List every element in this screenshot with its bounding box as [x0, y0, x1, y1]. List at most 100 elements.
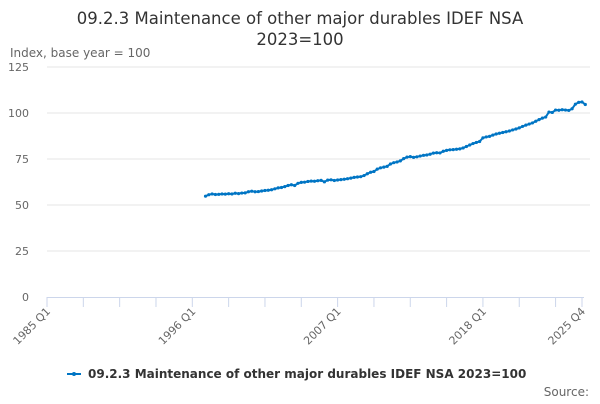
- data-point[interactable]: [378, 166, 383, 170]
- data-point[interactable]: [458, 147, 462, 151]
- data-point[interactable]: [583, 102, 587, 107]
- data-point[interactable]: [395, 160, 399, 164]
- data-point[interactable]: [540, 116, 544, 120]
- data-point[interactable]: [468, 143, 472, 147]
- data-point[interactable]: [514, 127, 518, 131]
- data-point[interactable]: [454, 147, 459, 151]
- data-point[interactable]: [352, 175, 356, 179]
- data-point[interactable]: [296, 181, 300, 185]
- data-point[interactable]: [421, 153, 426, 157]
- data-point[interactable]: [530, 121, 535, 125]
- data-point[interactable]: [461, 146, 465, 150]
- data-point[interactable]: [253, 190, 257, 194]
- data-point[interactable]: [273, 187, 277, 191]
- data-point[interactable]: [266, 188, 270, 192]
- data-point[interactable]: [497, 131, 502, 135]
- data-point[interactable]: [408, 155, 412, 159]
- data-point[interactable]: [339, 178, 343, 182]
- data-point[interactable]: [524, 123, 528, 127]
- data-point[interactable]: [517, 126, 521, 130]
- data-point[interactable]: [286, 183, 290, 188]
- data-point[interactable]: [425, 153, 429, 157]
- data-point[interactable]: [230, 192, 234, 196]
- data-point[interactable]: [240, 191, 244, 195]
- data-point[interactable]: [260, 189, 264, 193]
- data-point[interactable]: [501, 130, 505, 135]
- data-point[interactable]: [345, 177, 350, 181]
- data-point[interactable]: [415, 155, 419, 159]
- data-point[interactable]: [411, 155, 416, 159]
- data-point[interactable]: [329, 178, 333, 182]
- data-point[interactable]: [553, 108, 558, 112]
- data-point[interactable]: [279, 185, 284, 190]
- data-point[interactable]: [250, 189, 254, 193]
- data-point[interactable]: [388, 162, 393, 166]
- data-point[interactable]: [365, 172, 369, 176]
- data-point[interactable]: [474, 140, 478, 145]
- data-point[interactable]: [435, 151, 439, 155]
- data-point[interactable]: [289, 183, 293, 187]
- data-point[interactable]: [511, 128, 515, 132]
- data-point[interactable]: [342, 177, 346, 181]
- data-point[interactable]: [213, 192, 218, 197]
- data-point[interactable]: [580, 100, 584, 104]
- data-point[interactable]: [544, 115, 548, 119]
- data-point[interactable]: [550, 110, 554, 115]
- data-point[interactable]: [547, 110, 551, 114]
- data-point[interactable]: [210, 192, 214, 196]
- data-point[interactable]: [306, 179, 310, 184]
- data-point[interactable]: [283, 185, 287, 189]
- data-point[interactable]: [441, 149, 445, 153]
- data-point[interactable]: [534, 119, 538, 123]
- data-point[interactable]: [507, 129, 511, 133]
- data-point[interactable]: [227, 192, 231, 196]
- data-point[interactable]: [418, 154, 422, 158]
- data-point[interactable]: [464, 144, 469, 149]
- data-point[interactable]: [491, 133, 495, 137]
- data-point[interactable]: [563, 108, 568, 112]
- data-point[interactable]: [220, 192, 224, 196]
- data-point[interactable]: [567, 108, 571, 113]
- data-point[interactable]: [316, 179, 320, 183]
- data-point[interactable]: [243, 191, 247, 195]
- data-point[interactable]: [494, 132, 498, 136]
- data-point[interactable]: [520, 124, 525, 129]
- data-point[interactable]: [438, 151, 442, 155]
- data-point[interactable]: [504, 130, 508, 134]
- data-point[interactable]: [573, 102, 577, 106]
- data-point[interactable]: [405, 155, 409, 159]
- data-point[interactable]: [537, 118, 541, 122]
- data-point[interactable]: [560, 108, 564, 112]
- data-point[interactable]: [385, 164, 389, 168]
- data-point[interactable]: [223, 192, 227, 196]
- data-point[interactable]: [302, 180, 307, 184]
- data-point[interactable]: [557, 108, 561, 112]
- data-point[interactable]: [382, 165, 386, 169]
- data-point[interactable]: [444, 148, 449, 152]
- data-point[interactable]: [451, 148, 455, 152]
- data-point[interactable]: [349, 176, 353, 180]
- data-point[interactable]: [312, 179, 317, 183]
- data-point[interactable]: [236, 191, 241, 196]
- data-point[interactable]: [355, 175, 360, 179]
- data-point[interactable]: [375, 167, 379, 171]
- data-point[interactable]: [293, 183, 297, 188]
- data-point[interactable]: [276, 186, 280, 190]
- data-point[interactable]: [398, 159, 402, 163]
- data-point[interactable]: [471, 141, 475, 146]
- legend-item[interactable]: 09.2.3 Maintenance of other major durabl…: [67, 367, 526, 381]
- data-point[interactable]: [336, 178, 340, 182]
- data-point[interactable]: [448, 148, 452, 152]
- data-point[interactable]: [527, 122, 531, 126]
- data-point[interactable]: [392, 161, 396, 165]
- data-point[interactable]: [402, 157, 406, 161]
- data-point[interactable]: [269, 188, 274, 192]
- data-point[interactable]: [246, 190, 251, 194]
- data-point[interactable]: [369, 170, 373, 174]
- data-point[interactable]: [428, 152, 432, 156]
- data-point[interactable]: [332, 178, 336, 183]
- data-point[interactable]: [256, 189, 260, 194]
- data-point[interactable]: [362, 173, 366, 178]
- data-point[interactable]: [319, 178, 323, 182]
- data-point[interactable]: [326, 178, 330, 182]
